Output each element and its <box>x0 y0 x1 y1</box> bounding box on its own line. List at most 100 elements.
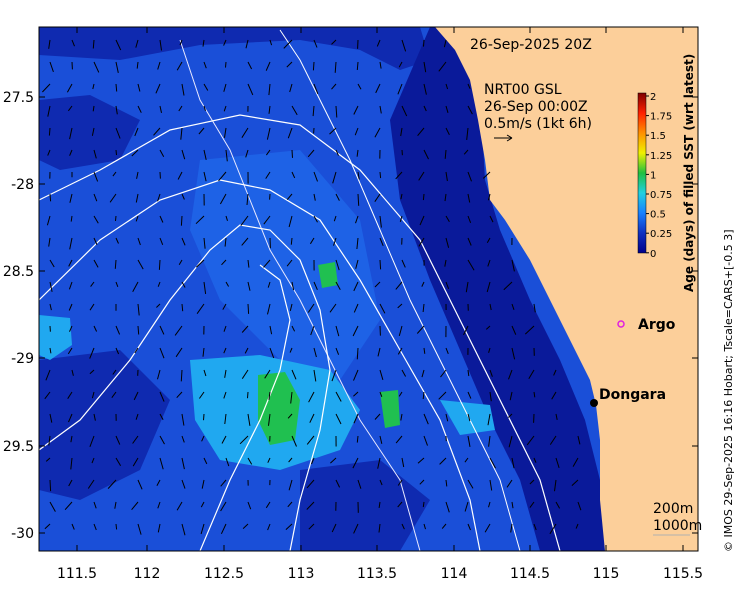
current-vector <box>71 523 75 530</box>
current-vector <box>398 391 403 397</box>
x-tick-label: 114 <box>441 566 468 582</box>
current-vector <box>379 369 384 381</box>
current-vector <box>467 193 471 203</box>
current-vector <box>203 149 207 161</box>
current-vector <box>313 171 318 182</box>
current-vector <box>69 193 73 203</box>
current-vector <box>379 391 383 397</box>
current-vector <box>334 61 337 73</box>
current-vector <box>68 259 73 267</box>
current-vector <box>312 61 315 71</box>
current-vector <box>353 303 359 313</box>
current-vector <box>203 171 207 182</box>
current-vector <box>267 303 271 315</box>
credit-text: © IMOS 29-Sep-2025 16:16 Hobart; Tscale=… <box>722 229 735 552</box>
dark-ocean-north <box>39 27 430 70</box>
current-vector <box>181 303 184 312</box>
colorbar-tick-label: 2 <box>650 92 656 103</box>
current-vector <box>135 215 139 222</box>
current-vector <box>417 127 425 137</box>
current-vector <box>115 237 119 244</box>
current-vector <box>247 413 251 426</box>
current-vector <box>467 171 472 182</box>
current-vector <box>289 303 293 312</box>
current-vector <box>223 391 227 399</box>
current-vector <box>397 347 403 355</box>
current-vector <box>421 281 425 287</box>
current-vector <box>93 171 99 182</box>
current-vector <box>67 347 73 355</box>
current-vector <box>263 215 271 225</box>
current-vector <box>221 259 227 266</box>
current-vector <box>464 501 469 512</box>
current-vector <box>132 281 139 292</box>
current-vector <box>312 105 315 117</box>
current-vector <box>445 237 450 248</box>
current-vector <box>218 171 227 182</box>
current-vector <box>201 479 205 489</box>
colorbar-tick-label: 0.5 <box>650 210 666 221</box>
current-vector <box>465 281 469 293</box>
current-vector <box>114 259 117 269</box>
current-vector <box>269 325 273 335</box>
current-vector <box>223 325 227 332</box>
current-vector <box>157 501 161 509</box>
current-vector <box>48 237 51 247</box>
current-vector <box>445 215 450 223</box>
current-vector <box>506 479 513 488</box>
current-vector <box>555 413 558 420</box>
current-vector <box>510 523 513 533</box>
current-vector <box>489 369 493 377</box>
current-vector <box>269 39 273 46</box>
current-vector <box>265 61 271 71</box>
current-vector <box>291 369 297 380</box>
current-vector <box>91 391 95 399</box>
y-tick-label: 28.5 <box>3 264 34 280</box>
current-vector <box>247 259 250 268</box>
current-vector <box>291 435 297 447</box>
current-vector <box>307 149 315 158</box>
current-vector <box>575 523 579 529</box>
current-vector <box>423 39 425 47</box>
current-vector <box>195 215 205 225</box>
current-vector <box>223 347 227 354</box>
current-vector <box>42 83 51 93</box>
light-ocean-patch-east <box>440 400 495 435</box>
current-vector <box>159 149 165 158</box>
current-vector <box>89 303 95 311</box>
current-vector <box>220 479 227 487</box>
current-vector <box>313 347 317 358</box>
current-vector <box>220 501 227 512</box>
current-vector <box>115 523 118 530</box>
current-vector <box>203 457 208 465</box>
current-vector <box>329 127 337 135</box>
current-vector <box>291 105 298 116</box>
current-vector <box>335 281 341 291</box>
current-vector <box>353 413 359 424</box>
x-tick-label: 115.5 <box>663 566 703 582</box>
colorbar-tick-label: 1.75 <box>650 112 672 123</box>
current-vector <box>508 369 513 380</box>
current-vector <box>157 281 161 287</box>
vector-scale-arrow <box>494 134 513 142</box>
current-vector <box>70 215 73 222</box>
current-vector <box>268 105 271 114</box>
current-vector <box>89 435 95 447</box>
current-vector <box>379 303 386 314</box>
current-vector <box>482 171 491 179</box>
current-vectors <box>42 39 582 536</box>
current-vector <box>45 369 51 381</box>
current-vector <box>203 369 207 377</box>
current-vector <box>180 127 183 140</box>
plot-frame <box>38 26 699 552</box>
land <box>435 27 698 551</box>
current-vector <box>533 303 536 313</box>
map-plot <box>39 27 698 551</box>
current-vector <box>87 479 95 489</box>
current-vector <box>114 501 117 509</box>
current-vector <box>549 523 557 535</box>
x-tick-label: 114.5 <box>510 566 550 582</box>
current-vector <box>445 347 449 354</box>
current-vector <box>444 259 447 267</box>
